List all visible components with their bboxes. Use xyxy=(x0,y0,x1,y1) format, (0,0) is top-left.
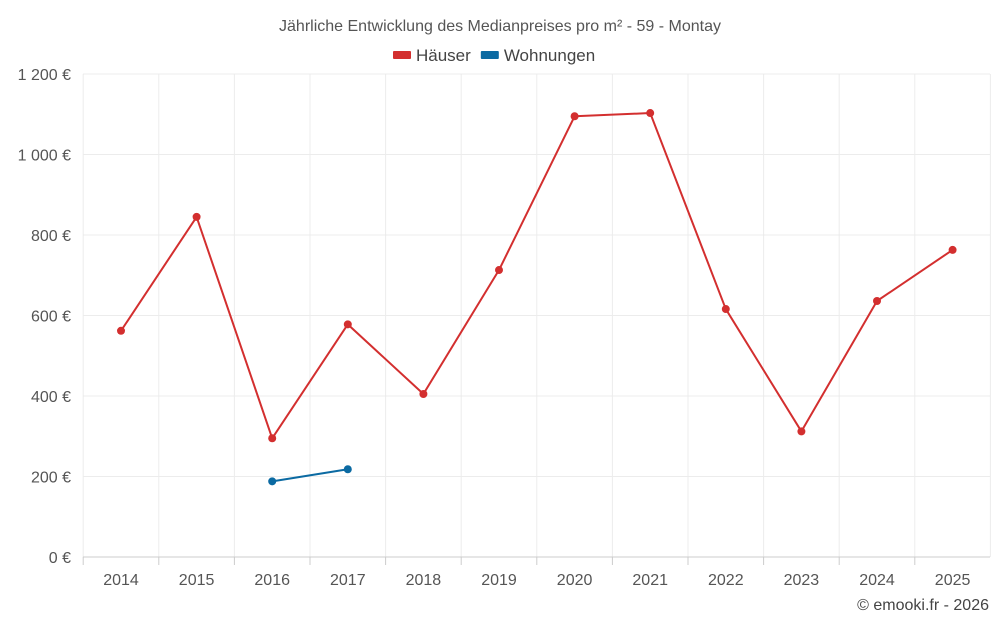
credit-text: © emooki.fr - 2026 xyxy=(857,597,989,614)
data-point[interactable] xyxy=(721,305,730,314)
x-tick-label: 2023 xyxy=(784,572,820,589)
data-point[interactable] xyxy=(343,465,352,474)
x-tick-label: 2022 xyxy=(708,572,744,589)
legend-label-0[interactable]: Häuser xyxy=(416,46,471,65)
data-point[interactable] xyxy=(419,389,428,398)
data-point[interactable] xyxy=(570,112,579,121)
series-line-0 xyxy=(120,112,954,440)
y-tick-label: 1 200 € xyxy=(18,67,71,84)
data-point[interactable] xyxy=(268,434,277,443)
x-tick-label: 2019 xyxy=(481,572,517,589)
y-tick-label: 1 000 € xyxy=(18,148,71,165)
series-layer xyxy=(117,109,957,486)
x-tick-label: 2021 xyxy=(632,572,668,589)
x-tick-label: 2025 xyxy=(935,572,971,589)
chart-title: Jährliche Entwicklung des Medianpreises … xyxy=(279,18,721,35)
y-tick-label: 400 € xyxy=(31,389,71,406)
y-axis: 0 € 200 € 400 € 600 € 800 € 1 000 € 1 200 € xyxy=(18,67,71,567)
x-tick-label: 2018 xyxy=(406,572,442,589)
x-tick-label: 2017 xyxy=(330,572,366,589)
series-line-1 xyxy=(272,468,348,483)
y-tick-label: 200 € xyxy=(31,470,71,487)
data-point[interactable] xyxy=(192,212,201,221)
x-tick-label: 2024 xyxy=(859,572,895,589)
data-point[interactable] xyxy=(495,266,503,275)
data-point[interactable] xyxy=(873,297,881,306)
data-point[interactable] xyxy=(797,427,806,436)
legend-swatch-1[interactable] xyxy=(480,51,499,59)
x-axis: 2014 2015 2016 2017 2018 2019 2020 2021 2022 2023… xyxy=(82,556,990,589)
data-point[interactable] xyxy=(343,320,352,329)
data-point[interactable] xyxy=(117,326,125,335)
y-tick-label: 600 € xyxy=(31,309,71,326)
y-tick-label: 800 € xyxy=(31,228,71,245)
grid xyxy=(82,73,991,558)
legend: Häuser Wohnungen xyxy=(393,46,595,65)
y-tick-label: 0 € xyxy=(49,550,71,567)
x-tick-label: 2020 xyxy=(557,572,593,589)
x-tick-label: 2015 xyxy=(179,572,215,589)
data-point[interactable] xyxy=(268,477,277,486)
x-tick-label: 2016 xyxy=(254,572,290,589)
legend-label-1[interactable]: Wohnungen xyxy=(504,46,595,65)
data-point[interactable] xyxy=(646,109,655,118)
data-point[interactable] xyxy=(948,245,957,254)
legend-swatch-0[interactable] xyxy=(393,51,411,59)
x-tick-label: 2014 xyxy=(103,572,139,589)
